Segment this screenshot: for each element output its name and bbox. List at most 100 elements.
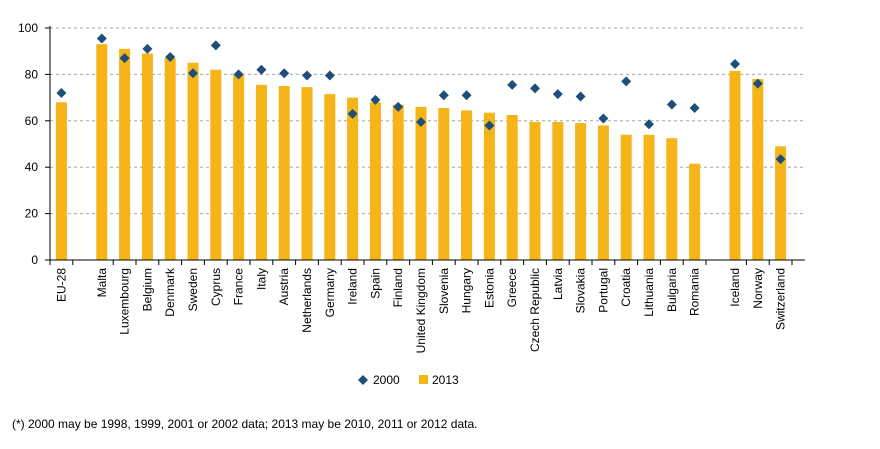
legend-label-2013: 2013	[432, 373, 459, 387]
y-tick-label: 40	[25, 160, 39, 174]
axes	[45, 26, 805, 265]
y-tick-label: 60	[25, 114, 39, 128]
bar-2013	[210, 69, 222, 260]
x-tick-label: Norway	[751, 268, 765, 309]
bar-2013	[392, 104, 404, 260]
marker-2000	[552, 89, 563, 100]
x-tick-label: Greece	[505, 268, 519, 308]
x-tick-label: Slovakia	[574, 268, 588, 314]
marker-2000	[210, 40, 221, 51]
marker-2000	[302, 70, 312, 81]
x-tick-label: Switzerland	[774, 268, 788, 330]
bar-2013	[187, 62, 199, 260]
bar-2013	[119, 48, 131, 260]
marker-2000	[598, 113, 609, 124]
bar-2013	[529, 121, 541, 261]
markers-2000	[56, 33, 786, 165]
x-tick-label: Spain	[368, 268, 382, 299]
x-tick-label: Finland	[391, 268, 405, 307]
bar-2013	[55, 102, 67, 261]
x-tick-label: Sweden	[186, 268, 200, 311]
bar-2013	[729, 70, 741, 260]
y-tick-label: 0	[31, 253, 38, 267]
marker-2000	[507, 79, 518, 90]
y-tick-labels: 0 20 40 60 80 100	[18, 21, 38, 267]
marker-2000	[730, 58, 740, 69]
x-tick-label: Germany	[323, 268, 337, 317]
marker-2000	[438, 90, 449, 101]
x-tick-label: Bulgaria	[665, 268, 679, 312]
x-tick-label: France	[232, 268, 246, 306]
x-tick-labels: EU-28 Malta Luxembourg Belgium Denmark Sweden…	[54, 267, 787, 353]
bar-2013	[666, 138, 678, 260]
marker-2000	[233, 69, 244, 80]
bar-2013	[233, 74, 245, 261]
x-tick-label: Croatia	[619, 268, 633, 307]
bar-2013	[620, 134, 632, 260]
bar-2013	[552, 121, 564, 261]
marker-2000	[347, 108, 358, 119]
x-tick-label: Romania	[688, 268, 702, 316]
x-tick-label: United Kingdom	[414, 268, 428, 353]
marker-2000	[666, 99, 677, 110]
y-tick-label: 80	[25, 67, 39, 81]
x-tick-label: Denmark	[163, 267, 177, 317]
bar-2013	[438, 108, 450, 260]
marker-2000	[279, 68, 290, 79]
bar-2013	[96, 44, 108, 260]
bar-2013	[506, 115, 518, 260]
marker-2000	[621, 76, 632, 87]
x-tick-label: Malta	[95, 268, 109, 298]
bar-2013	[141, 53, 153, 260]
marker-2000	[370, 94, 381, 105]
x-tick-label: Hungary	[460, 268, 474, 313]
x-tick-label: Estonia	[482, 268, 496, 308]
x-tick-label: EU-28	[54, 268, 68, 302]
bar-2013	[369, 102, 381, 261]
x-tick-label: Latvia	[551, 268, 565, 300]
x-tick-label: Lithuania	[642, 268, 656, 317]
bar-2013	[575, 123, 587, 261]
marker-2000	[96, 33, 107, 44]
marker-2000	[165, 52, 176, 62]
x-tick-label: Cyprus	[209, 268, 223, 306]
marker-2000	[461, 90, 472, 101]
bar-2013	[278, 86, 290, 260]
x-tick-label: Slovenia	[437, 268, 451, 314]
marker-2000	[575, 91, 586, 102]
bar-2013	[461, 110, 473, 260]
x-tick-label: Austria	[277, 268, 291, 306]
bar-2013	[643, 134, 655, 260]
marker-2000	[644, 119, 654, 130]
bar-2013	[255, 84, 267, 260]
marker-2000	[530, 83, 540, 94]
y-tick-label: 20	[25, 207, 39, 221]
legend: 2000 2013	[358, 373, 459, 387]
bar-2013	[415, 106, 427, 260]
marker-2000	[484, 120, 495, 131]
legend-marker-2000	[358, 375, 368, 385]
y-tick-label: 100	[18, 21, 38, 35]
legend-marker-2013	[419, 375, 428, 384]
marker-2000	[119, 53, 130, 64]
legend-label-2000: 2000	[373, 373, 400, 387]
bar-2013	[597, 125, 609, 260]
x-tick-label: Czech Republic	[528, 268, 542, 352]
marker-2000	[324, 70, 335, 81]
x-tick-label: Luxembourg	[118, 268, 132, 335]
marker-2000	[775, 154, 786, 165]
footnote: (*) 2000 may be 1998, 1999, 2001 or 2002…	[12, 417, 478, 431]
marker-2000	[56, 87, 67, 98]
marker-2000	[689, 103, 700, 114]
bar-2013	[164, 58, 176, 260]
marker-2000	[188, 68, 198, 79]
x-tick-label: Portugal	[596, 268, 610, 313]
x-tick-label: Netherlands	[300, 268, 314, 333]
x-tick-label: Iceland	[728, 268, 742, 307]
x-tick-label: Italy	[254, 268, 268, 290]
bar-2013	[301, 87, 313, 260]
bar-2013	[775, 146, 787, 260]
marker-2000	[752, 78, 763, 89]
marker-2000	[416, 116, 426, 127]
bar-2013	[689, 163, 701, 260]
